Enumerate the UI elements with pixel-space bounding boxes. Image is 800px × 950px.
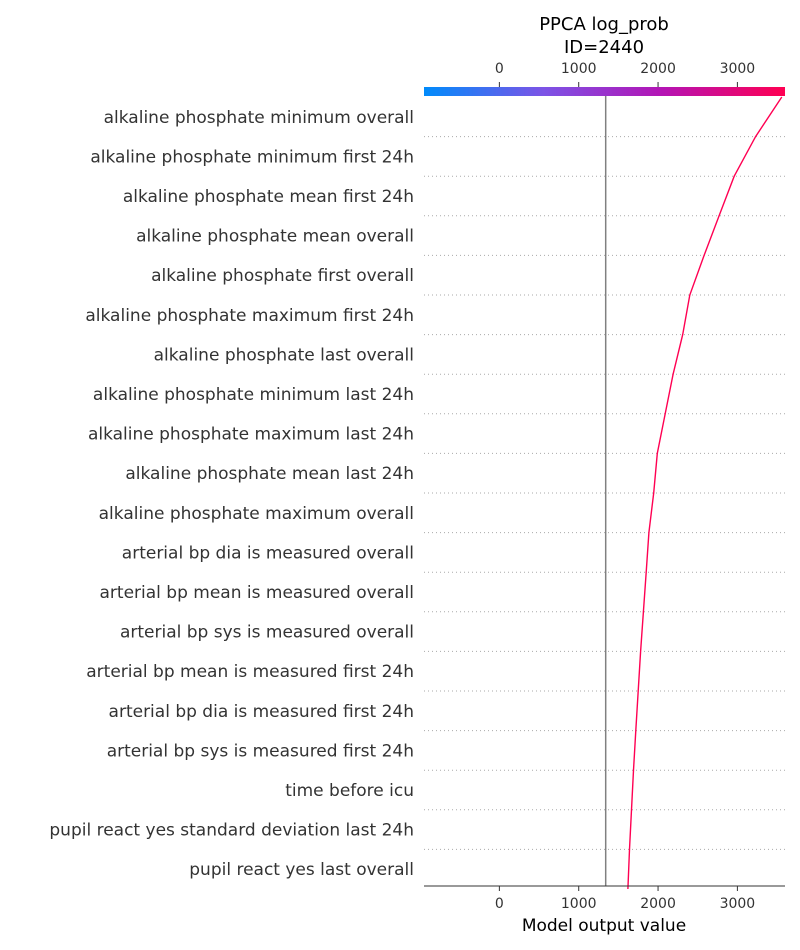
top-tick-label: 1000 [561, 61, 597, 77]
feature-label: time before icu [285, 781, 414, 801]
top-tick-label: 2000 [640, 61, 676, 77]
feature-label: alkaline phosphate minimum first 24h [90, 147, 414, 167]
top-tick-label: 0 [495, 61, 504, 77]
top-tick-label: 3000 [720, 61, 756, 77]
chart-title-line-1: PPCA log_prob [539, 14, 669, 35]
colorbar [424, 87, 785, 96]
feature-label: pupil react yes last overall [189, 860, 414, 880]
feature-label: arterial bp mean is measured overall [100, 583, 414, 603]
bottom-tick-label: 0 [495, 896, 504, 912]
feature-labels: alkaline phosphate minimum overall alkali… [49, 108, 414, 880]
x-axis-title: Model output value [522, 916, 686, 936]
feature-label: alkaline phosphate mean last 24h [125, 464, 414, 484]
row-gridlines [424, 136, 785, 850]
feature-label: alkaline phosphate minimum overall [104, 108, 414, 128]
feature-label: alkaline phosphate maximum first 24h [85, 306, 414, 326]
feature-label: arterial bp mean is measured first 24h [86, 662, 414, 682]
top-axis: 0 1000 2000 3000 [495, 61, 755, 87]
chart-title-line-2: ID=2440 [564, 37, 644, 58]
feature-label: alkaline phosphate maximum last 24h [88, 425, 414, 445]
feature-label: arterial bp sys is measured first 24h [107, 741, 414, 761]
bottom-tick-label: 1000 [561, 896, 597, 912]
bottom-axis: 0 1000 2000 3000 [495, 886, 755, 912]
feature-label: alkaline phosphate mean overall [136, 227, 414, 247]
bottom-tick-label: 3000 [720, 896, 756, 912]
feature-label: alkaline phosphate minimum last 24h [93, 385, 414, 405]
feature-label: arterial bp dia is measured first 24h [109, 702, 414, 722]
feature-label: alkaline phosphate last overall [154, 345, 414, 365]
feature-label: arterial bp sys is measured overall [120, 623, 414, 643]
feature-label: alkaline phosphate maximum overall [99, 504, 414, 524]
feature-label: alkaline phosphate mean first 24h [123, 187, 414, 207]
decision-line [627, 96, 783, 890]
feature-label: arterial bp dia is measured overall [122, 543, 414, 563]
feature-label: pupil react yes standard deviation last … [49, 821, 414, 841]
feature-label: alkaline phosphate first overall [151, 266, 414, 286]
bottom-tick-label: 2000 [640, 896, 676, 912]
